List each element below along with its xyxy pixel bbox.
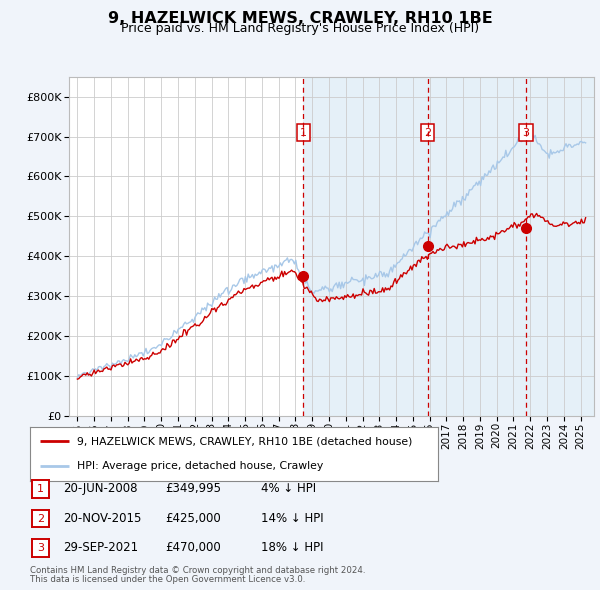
Text: Contains HM Land Registry data © Crown copyright and database right 2024.: Contains HM Land Registry data © Crown c…: [30, 566, 365, 575]
Text: £470,000: £470,000: [165, 541, 221, 554]
Text: 2: 2: [424, 127, 431, 137]
Text: 18% ↓ HPI: 18% ↓ HPI: [261, 541, 323, 554]
Text: 29-SEP-2021: 29-SEP-2021: [63, 541, 138, 554]
Text: This data is licensed under the Open Government Licence v3.0.: This data is licensed under the Open Gov…: [30, 575, 305, 584]
Bar: [304, 77, 594, 416]
Text: £349,995: £349,995: [165, 482, 221, 495]
Text: 9, HAZELWICK MEWS, CRAWLEY, RH10 1BE (detached house): 9, HAZELWICK MEWS, CRAWLEY, RH10 1BE (de…: [77, 436, 412, 446]
Text: 2: 2: [37, 514, 44, 523]
Text: 14% ↓ HPI: 14% ↓ HPI: [261, 512, 323, 525]
Text: 9, HAZELWICK MEWS, CRAWLEY, RH10 1BE: 9, HAZELWICK MEWS, CRAWLEY, RH10 1BE: [107, 11, 493, 25]
Text: 3: 3: [523, 127, 530, 137]
Text: 20-JUN-2008: 20-JUN-2008: [63, 482, 137, 495]
Text: HPI: Average price, detached house, Crawley: HPI: Average price, detached house, Craw…: [77, 461, 323, 471]
Text: 20-NOV-2015: 20-NOV-2015: [63, 512, 142, 525]
Text: Price paid vs. HM Land Registry's House Price Index (HPI): Price paid vs. HM Land Registry's House …: [121, 22, 479, 35]
Text: 4% ↓ HPI: 4% ↓ HPI: [261, 482, 316, 495]
Text: £425,000: £425,000: [165, 512, 221, 525]
Text: 1: 1: [300, 127, 307, 137]
Text: 1: 1: [37, 484, 44, 494]
Text: 3: 3: [37, 543, 44, 553]
